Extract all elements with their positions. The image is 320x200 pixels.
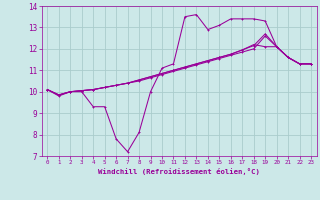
X-axis label: Windchill (Refroidissement éolien,°C): Windchill (Refroidissement éolien,°C) [98, 168, 260, 175]
